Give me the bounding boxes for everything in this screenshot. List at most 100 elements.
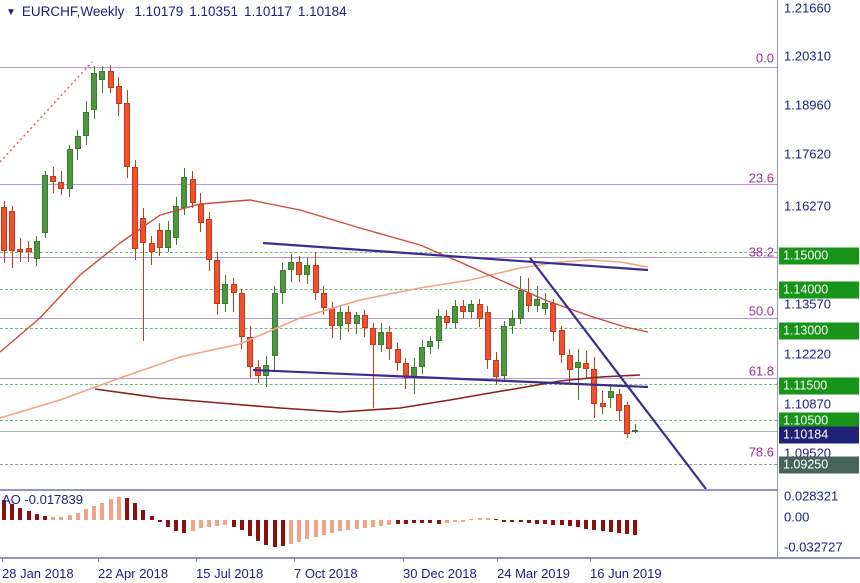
- support-resistance-dashed-line[interactable]: [0, 289, 777, 290]
- candle: [361, 315, 368, 329]
- panel-separator-line: [0, 489, 777, 491]
- candle: [534, 298, 540, 306]
- level-price-badge: 1.10500: [779, 412, 859, 430]
- ao-histogram-bar: [403, 520, 408, 524]
- ao-histogram-bar: [592, 520, 597, 530]
- candle: [460, 305, 467, 313]
- ao-histogram-bar: [18, 507, 23, 520]
- candle: [443, 315, 450, 323]
- upper-channel-line[interactable]: [262, 241, 649, 272]
- candle: [337, 311, 344, 327]
- ao-histogram-bar: [207, 520, 211, 527]
- ohlc-open: 1.10179: [134, 4, 184, 19]
- candle: [599, 403, 606, 407]
- ao-histogram-bar: [608, 520, 613, 533]
- ao-histogram-bar: [67, 515, 72, 520]
- ao-histogram-bar: [125, 498, 129, 520]
- fibonacci-level-line[interactable]: [0, 318, 777, 319]
- current-price-badge: 1.10184: [779, 426, 859, 444]
- candle: [476, 304, 483, 319]
- candle: [353, 315, 360, 325]
- ao-histogram-bar: [75, 512, 80, 520]
- fibonacci-level-line[interactable]: [0, 378, 777, 379]
- rising-dotted-line[interactable]: [0, 61, 93, 163]
- ao-histogram-bar: [182, 520, 187, 534]
- fibonacci-level-label: 61.8: [748, 363, 774, 379]
- price-tick-label: 1.21660: [784, 0, 831, 16]
- candle: [66, 148, 73, 190]
- fibonacci-level-label: 78.6: [748, 444, 774, 460]
- candle: [189, 179, 196, 204]
- candle: [468, 304, 475, 313]
- support-resistance-dashed-line[interactable]: [0, 384, 777, 385]
- date-tick-mark: [196, 558, 197, 562]
- medium-moving-average-line: [0, 259, 649, 419]
- ao-histogram-bar: [149, 515, 154, 520]
- symbol-period-label: EURCHF,Weekly: [21, 4, 125, 19]
- ao-histogram-bar: [272, 520, 277, 548]
- ao-histogram-bar: [84, 509, 88, 520]
- candle-wick: [372, 322, 374, 408]
- date-tick-mark: [497, 558, 498, 562]
- ao-histogram-bar: [190, 520, 195, 531]
- fibonacci-level-line[interactable]: [0, 257, 777, 258]
- ao-histogram-bar: [485, 517, 490, 520]
- ao-histogram-bar: [92, 505, 97, 520]
- candle: [509, 318, 516, 327]
- axis-border-line: [777, 0, 778, 558]
- lower-channel-line[interactable]: [252, 368, 649, 389]
- symbol-dropdown-icon[interactable]: ▼: [6, 7, 16, 18]
- ao-tick-label: 0.00: [784, 509, 810, 525]
- ao-histogram-bar: [223, 520, 228, 525]
- ao-histogram-bar: [338, 520, 343, 532]
- ao-histogram-bar: [330, 520, 334, 533]
- date-tick-mark: [2, 558, 3, 562]
- ao-histogram-bar: [444, 520, 449, 524]
- candle: [132, 167, 139, 249]
- candle: [484, 311, 491, 360]
- panel-separator-line: [0, 557, 860, 559]
- ao-histogram-bar: [526, 520, 531, 524]
- fibonacci-level-line[interactable]: [0, 184, 777, 185]
- candle: [74, 135, 81, 149]
- ao-indicator-label: AO -0.017839: [2, 492, 83, 507]
- ao-histogram-bar: [26, 511, 31, 520]
- current-price-line: [0, 431, 777, 432]
- ao-name: AO: [2, 492, 21, 507]
- price-tick-label: 1.13570: [784, 296, 831, 312]
- ao-histogram-bar: [502, 520, 507, 522]
- gray-dashed-level-line[interactable]: [0, 464, 777, 465]
- support-resistance-dashed-line[interactable]: [0, 420, 777, 421]
- steep-downtrend-line[interactable]: [529, 257, 707, 490]
- candle: [288, 261, 294, 271]
- candle: [616, 393, 622, 411]
- date-tick-mark: [98, 558, 99, 562]
- ohlc-high: 1.10351: [189, 4, 239, 19]
- support-resistance-dashed-line[interactable]: [0, 328, 777, 329]
- ao-histogram-bar: [256, 520, 261, 541]
- candle-wick: [602, 390, 604, 414]
- candle: [99, 71, 106, 81]
- candle: [427, 341, 434, 347]
- ao-histogram-bar: [371, 520, 375, 528]
- candle: [632, 430, 639, 433]
- candle: [206, 219, 212, 260]
- fibonacci-level-line[interactable]: [0, 67, 777, 68]
- fibonacci-level-label: 38.2: [748, 244, 774, 260]
- candle: [394, 348, 401, 364]
- ao-tick-label: 0.028321: [784, 488, 839, 504]
- level-price-badge: 1.11500: [779, 377, 859, 395]
- ao-histogram-bar: [116, 496, 121, 520]
- candle: [550, 303, 557, 333]
- candle-wick: [634, 424, 636, 433]
- ao-histogram-bar: [379, 520, 384, 527]
- level-price-badge: 1.09250: [779, 456, 859, 474]
- price-tick-label: 1.20310: [784, 48, 831, 64]
- ao-histogram-bar: [10, 504, 15, 520]
- date-label: 24 Mar 2019: [497, 566, 570, 581]
- candle: [607, 390, 614, 399]
- ao-current-value: -0.017839: [24, 492, 83, 507]
- candle: [517, 290, 524, 319]
